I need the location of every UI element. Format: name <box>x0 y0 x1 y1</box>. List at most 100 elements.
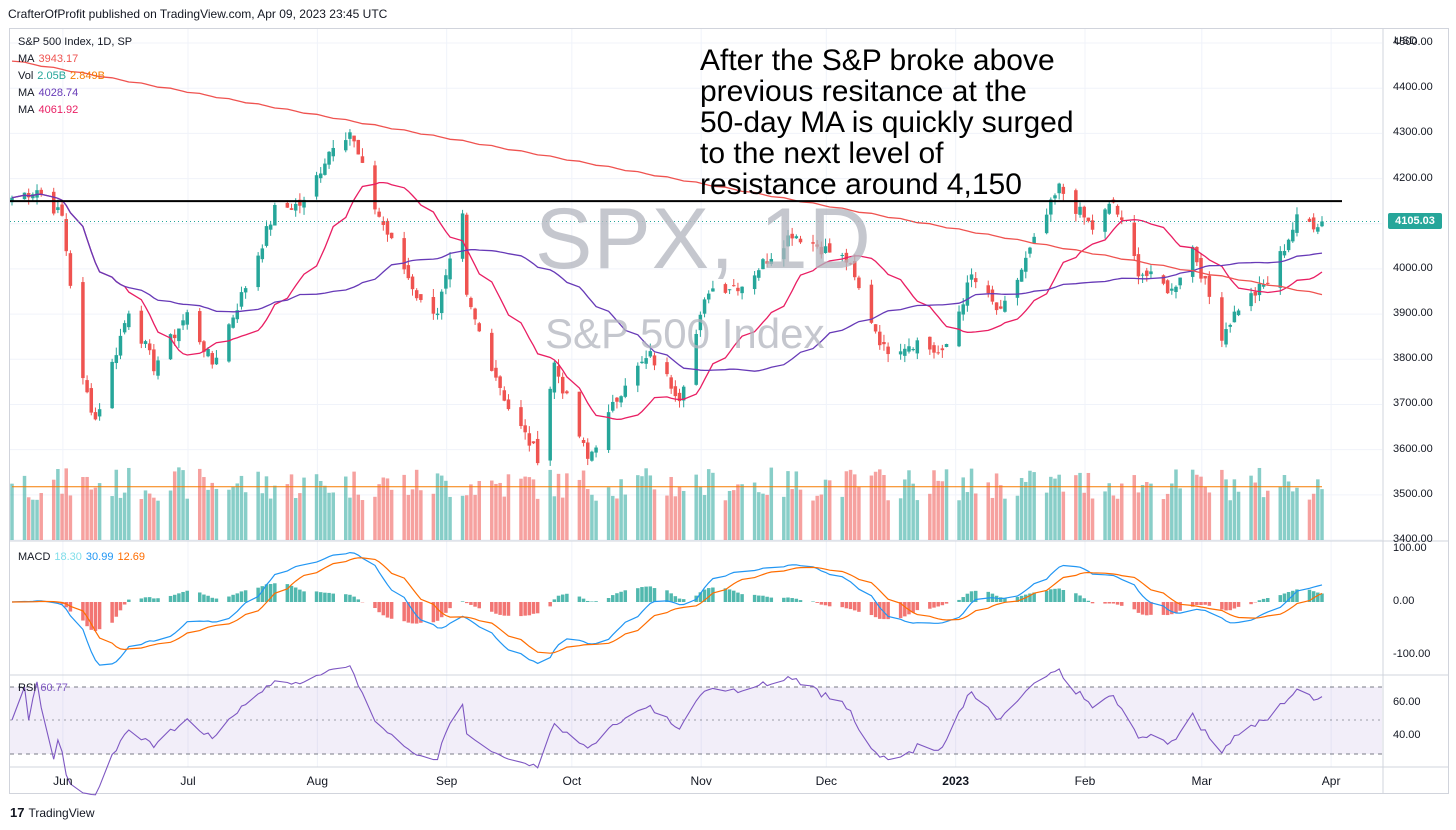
volume-bar <box>852 474 857 540</box>
candle-body <box>581 440 586 443</box>
volume-bar <box>439 475 444 540</box>
candle-body <box>740 286 744 294</box>
macd-histogram-bar <box>439 602 444 618</box>
macd-histogram-bar <box>882 602 886 620</box>
volume-bar <box>907 470 911 540</box>
macd-histogram-bar <box>969 591 974 602</box>
volume-bar <box>39 493 43 540</box>
candle-body <box>765 261 769 264</box>
candle-body <box>1165 280 1170 294</box>
macd-histogram-bar <box>344 594 348 602</box>
legend-rsi[interactable]: RSI 60.77 <box>18 681 68 695</box>
volume-bar <box>615 498 619 540</box>
volume-bar <box>506 474 511 540</box>
legend-macd-line: 30.99 <box>85 551 114 563</box>
macd-histogram-bar <box>999 597 1003 602</box>
legend-macd[interactable]: MACD 18.30 30.99 12.69 <box>18 550 145 564</box>
volume-bar <box>848 469 853 540</box>
legend-rsi-label: RSI <box>18 682 37 694</box>
candle-body <box>152 349 156 372</box>
legend-ma50[interactable]: MA 4028.74 <box>18 86 78 100</box>
volume-bar <box>64 468 68 540</box>
macd-histogram-bar <box>1195 602 1199 606</box>
legend-vol-ma-value: 2.849B <box>70 70 105 82</box>
candle-body <box>256 255 260 288</box>
volume-bar <box>1307 499 1312 540</box>
candle-body <box>31 194 35 199</box>
legend-ma20[interactable]: MA 4061.92 <box>18 103 78 117</box>
annotation-text[interactable]: After the S&P broke above previous resit… <box>700 45 1140 200</box>
macd-histogram-bar <box>1257 600 1262 602</box>
candle-body <box>227 324 231 362</box>
candle-body <box>185 312 189 325</box>
candle-body <box>565 391 569 394</box>
volume-bar <box>815 495 819 540</box>
macd-histogram-bar <box>506 602 511 616</box>
macd-histogram-bar <box>669 593 673 602</box>
macd-histogram-bar <box>264 584 269 602</box>
macd-histogram-bar <box>414 602 419 624</box>
volume-bar <box>844 471 849 540</box>
legend-symbol[interactable]: S&P 500 Index, 1D, SP <box>18 35 132 49</box>
candle-body <box>1228 324 1232 327</box>
volume-bar <box>1115 498 1120 540</box>
volume-bar <box>527 477 532 540</box>
candle-body <box>464 214 469 295</box>
macd-histogram-bar <box>464 602 469 604</box>
candle-body <box>577 391 582 437</box>
volume-bar <box>1032 472 1036 540</box>
volume-bar <box>118 497 123 540</box>
candle-body <box>677 392 682 402</box>
indicator-lines <box>11 60 1323 488</box>
macd-histogram-bar <box>56 602 60 604</box>
legend-ma200[interactable]: MA 3943.17 <box>18 52 78 66</box>
candle-body <box>1170 288 1174 291</box>
legend-volume[interactable]: Vol 2.05B 2.849B <box>18 69 105 83</box>
candle-body <box>260 248 265 260</box>
volume-bar <box>385 478 390 540</box>
macd-histogram-bar <box>673 596 678 602</box>
macd-histogram-bar <box>765 596 769 602</box>
macd-histogram-bar <box>523 602 527 616</box>
candle-body <box>1220 297 1224 341</box>
volume-bar <box>1003 498 1007 540</box>
macd-histogram-bar <box>840 602 844 608</box>
candle-body <box>1024 257 1028 272</box>
macd-histogram-bar <box>973 590 978 602</box>
macd-histogram-bar <box>782 597 786 602</box>
footer-brand: TradingView <box>28 806 95 820</box>
macd-histogram-bar <box>798 600 803 602</box>
macd-histogram-bar <box>402 602 406 622</box>
candle-body <box>22 192 27 200</box>
volume-bar <box>999 485 1003 540</box>
candle-body <box>1028 247 1032 254</box>
candle-body <box>156 360 160 376</box>
candle-body <box>56 207 60 211</box>
price-axis-tick: 4400.00 <box>1393 81 1433 94</box>
volume-bar <box>1220 469 1224 540</box>
volume-bar <box>168 490 173 540</box>
macd-histogram-bar <box>848 602 853 610</box>
macd-histogram-bar <box>1111 602 1116 604</box>
macd-histogram-bar <box>940 602 945 606</box>
candle-body <box>235 310 240 320</box>
volume-bar <box>122 492 127 540</box>
volume-bar <box>298 493 302 540</box>
macd-histogram-bar <box>410 602 415 624</box>
candle-body <box>202 341 206 352</box>
candle-body <box>585 442 590 459</box>
macd-histogram-bar <box>377 602 381 613</box>
volume-bar <box>293 497 298 540</box>
candle-body <box>327 151 331 165</box>
candle-body <box>127 313 131 328</box>
candle-body <box>944 343 949 348</box>
volume-bar <box>477 480 482 540</box>
macd-histogram-bar <box>498 602 502 615</box>
footer-branding[interactable]: 17 TradingView <box>10 805 95 820</box>
volume-bar <box>669 476 673 540</box>
macd-histogram-bar <box>460 601 465 602</box>
candle-body <box>769 258 774 264</box>
macd-histogram-bar <box>1119 602 1124 606</box>
volume-bar <box>490 480 494 540</box>
